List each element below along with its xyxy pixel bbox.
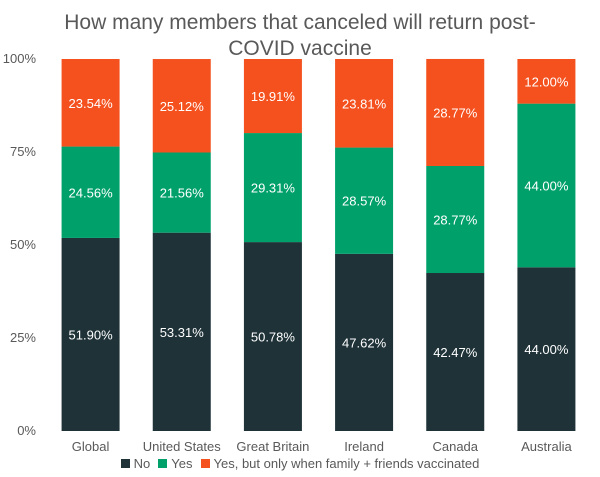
legend-item: Yes (158, 456, 193, 471)
bar-segment (243, 242, 302, 431)
bar-segment (335, 147, 394, 254)
legend-label: No (133, 456, 151, 471)
legend-label: Yes, but only when family + friends vacc… (213, 456, 480, 471)
x-tick-label: United States (143, 439, 222, 454)
bar-segment (426, 273, 485, 431)
data-label: 53.31% (160, 325, 205, 340)
legend-item: Yes, but only when family + friends vacc… (200, 456, 480, 471)
data-label: 44.00% (524, 178, 569, 193)
y-tick-label: 100% (3, 51, 37, 66)
bar-segment (152, 232, 211, 431)
x-tick-label: Great Britain (236, 439, 309, 454)
bar-segment (243, 59, 302, 134)
data-label: 12.00% (524, 74, 569, 89)
legend-swatch (200, 459, 210, 468)
data-label: 42.47% (433, 345, 478, 360)
chart-legend: No Yes Yes, but only when family + friends… (0, 456, 600, 471)
legend-item: No (120, 456, 151, 471)
data-label: 29.31% (251, 181, 296, 196)
bar-segment (426, 165, 485, 274)
data-label: 51.90% (69, 327, 114, 342)
legend-label: Yes (171, 456, 193, 471)
data-label: 28.77% (433, 105, 478, 120)
data-label: 28.77% (433, 212, 478, 227)
data-label: 23.54% (69, 96, 114, 111)
data-label: 19.91% (251, 89, 296, 104)
data-label: 50.78% (251, 330, 296, 345)
bar-segment (152, 152, 211, 233)
x-tick-label: Global (72, 439, 110, 454)
bar-segment (517, 267, 576, 431)
data-label: 21.56% (160, 186, 205, 201)
legend-swatch (158, 459, 168, 468)
data-label: 44.00% (524, 342, 569, 357)
bar-segment (335, 253, 394, 431)
bar-segment (426, 58, 485, 166)
bar-segment (61, 59, 120, 147)
bar-segment (335, 59, 394, 148)
data-label: 47.62% (342, 335, 387, 350)
y-tick-label: 0% (17, 423, 36, 438)
bar-segment (61, 146, 120, 238)
bar-segment (517, 59, 576, 104)
data-label: 25.12% (160, 99, 205, 114)
bar-segment (243, 133, 302, 243)
x-tick-label: Canada (432, 439, 478, 454)
bar-segment (152, 59, 211, 153)
chart-title-line-1: How many members that canceled will retu… (64, 11, 536, 34)
x-tick-label: Ireland (344, 439, 384, 454)
y-tick-label: 25% (10, 330, 36, 345)
chart-title-line-2: COVID vaccine (228, 37, 372, 60)
bar-segment (517, 103, 576, 268)
data-label: 28.57% (342, 194, 387, 209)
data-label: 23.81% (342, 96, 387, 111)
bar-segment (61, 237, 120, 431)
x-tick-label: Australia (521, 439, 572, 454)
legend-swatch (120, 459, 130, 468)
y-tick-label: 75% (10, 144, 36, 159)
chart-title: How many members that canceled will retu… (60, 10, 540, 62)
y-tick-label: 50% (10, 237, 36, 252)
data-label: 24.56% (69, 185, 114, 200)
